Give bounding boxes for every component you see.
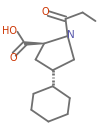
Polygon shape xyxy=(25,42,44,45)
Text: N: N xyxy=(67,30,75,40)
Text: O: O xyxy=(41,7,49,17)
Text: O: O xyxy=(9,53,17,63)
Text: HO: HO xyxy=(2,26,17,36)
